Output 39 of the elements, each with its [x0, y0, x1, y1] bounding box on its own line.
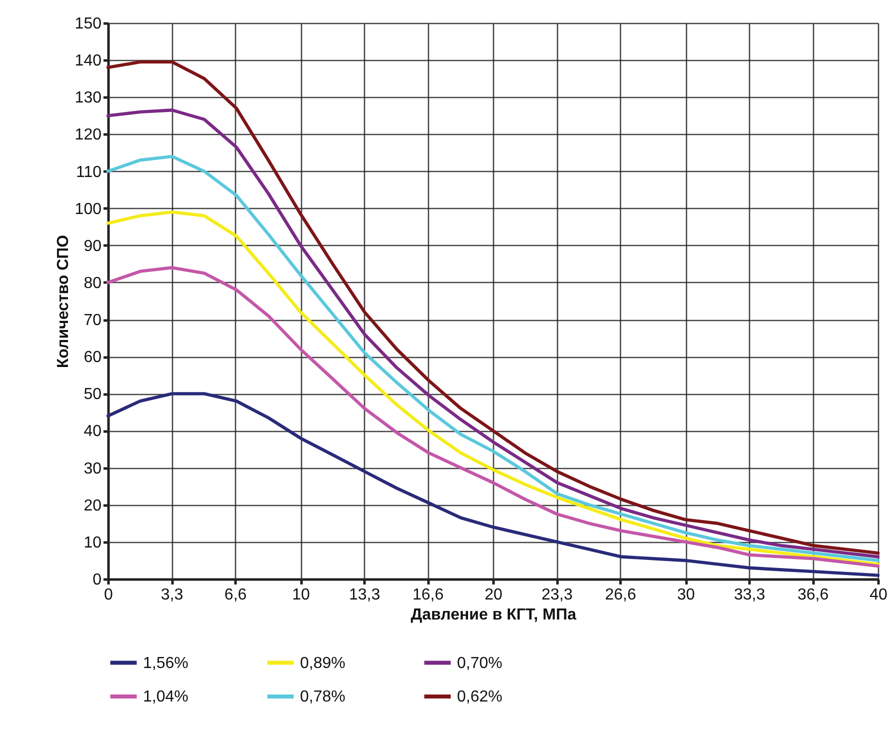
x-tick-label: 3,3	[160, 586, 184, 604]
legend-label: 1,56%	[143, 654, 188, 672]
x-tick-label: 40	[870, 586, 888, 604]
y-tick-label: 150	[74, 16, 102, 32]
x-tick-label: 6,6	[224, 586, 247, 604]
x-tick-label: 13,3	[348, 586, 380, 604]
x-tick-label: 23,3	[541, 586, 573, 604]
y-tick-label: 30	[84, 460, 102, 478]
line-series	[106, 392, 880, 577]
y-tick-label: 130	[74, 90, 102, 107]
y-tick-label: 0	[92, 572, 102, 588]
x-tick-label: 0	[104, 586, 114, 604]
legend-label: 0,78%	[300, 688, 346, 706]
x-tick-label: 10	[292, 586, 310, 604]
y-tick-label: 120	[74, 126, 102, 144]
legend-label: 0,70%	[457, 654, 502, 672]
y-tick-label: 80	[84, 274, 102, 292]
line-series	[106, 266, 880, 568]
legend-label: 1,04%	[143, 688, 188, 706]
y-tick-label: 70	[84, 312, 102, 330]
y-tick-label: 60	[84, 349, 102, 366]
y-tick-label: 10	[84, 534, 102, 552]
y-tick-label: 110	[76, 164, 102, 181]
x-tick-label: 26,6	[604, 586, 636, 604]
y-tick-label: 20	[84, 497, 102, 514]
x-tick-label: 33,3	[734, 586, 766, 604]
legend-label: 0,89%	[300, 654, 346, 672]
x-tick-label: 20	[484, 586, 502, 604]
y-tick-label: 50	[84, 386, 102, 404]
x-tick-label: 36,6	[797, 586, 829, 604]
x-axis-title: Давление в КГТ, МПа	[410, 606, 576, 624]
y-tick-label: 40	[84, 423, 102, 440]
y-axis-title: Количество СПО	[54, 234, 72, 368]
y-tick-label: 90	[84, 238, 102, 255]
y-tick-label: 100	[74, 200, 102, 218]
x-tick-label: 16,6	[412, 586, 444, 604]
legend-label: 0,62%	[457, 688, 502, 706]
x-tick-label: 30	[677, 586, 695, 604]
y-tick-label: 140	[74, 52, 102, 70]
